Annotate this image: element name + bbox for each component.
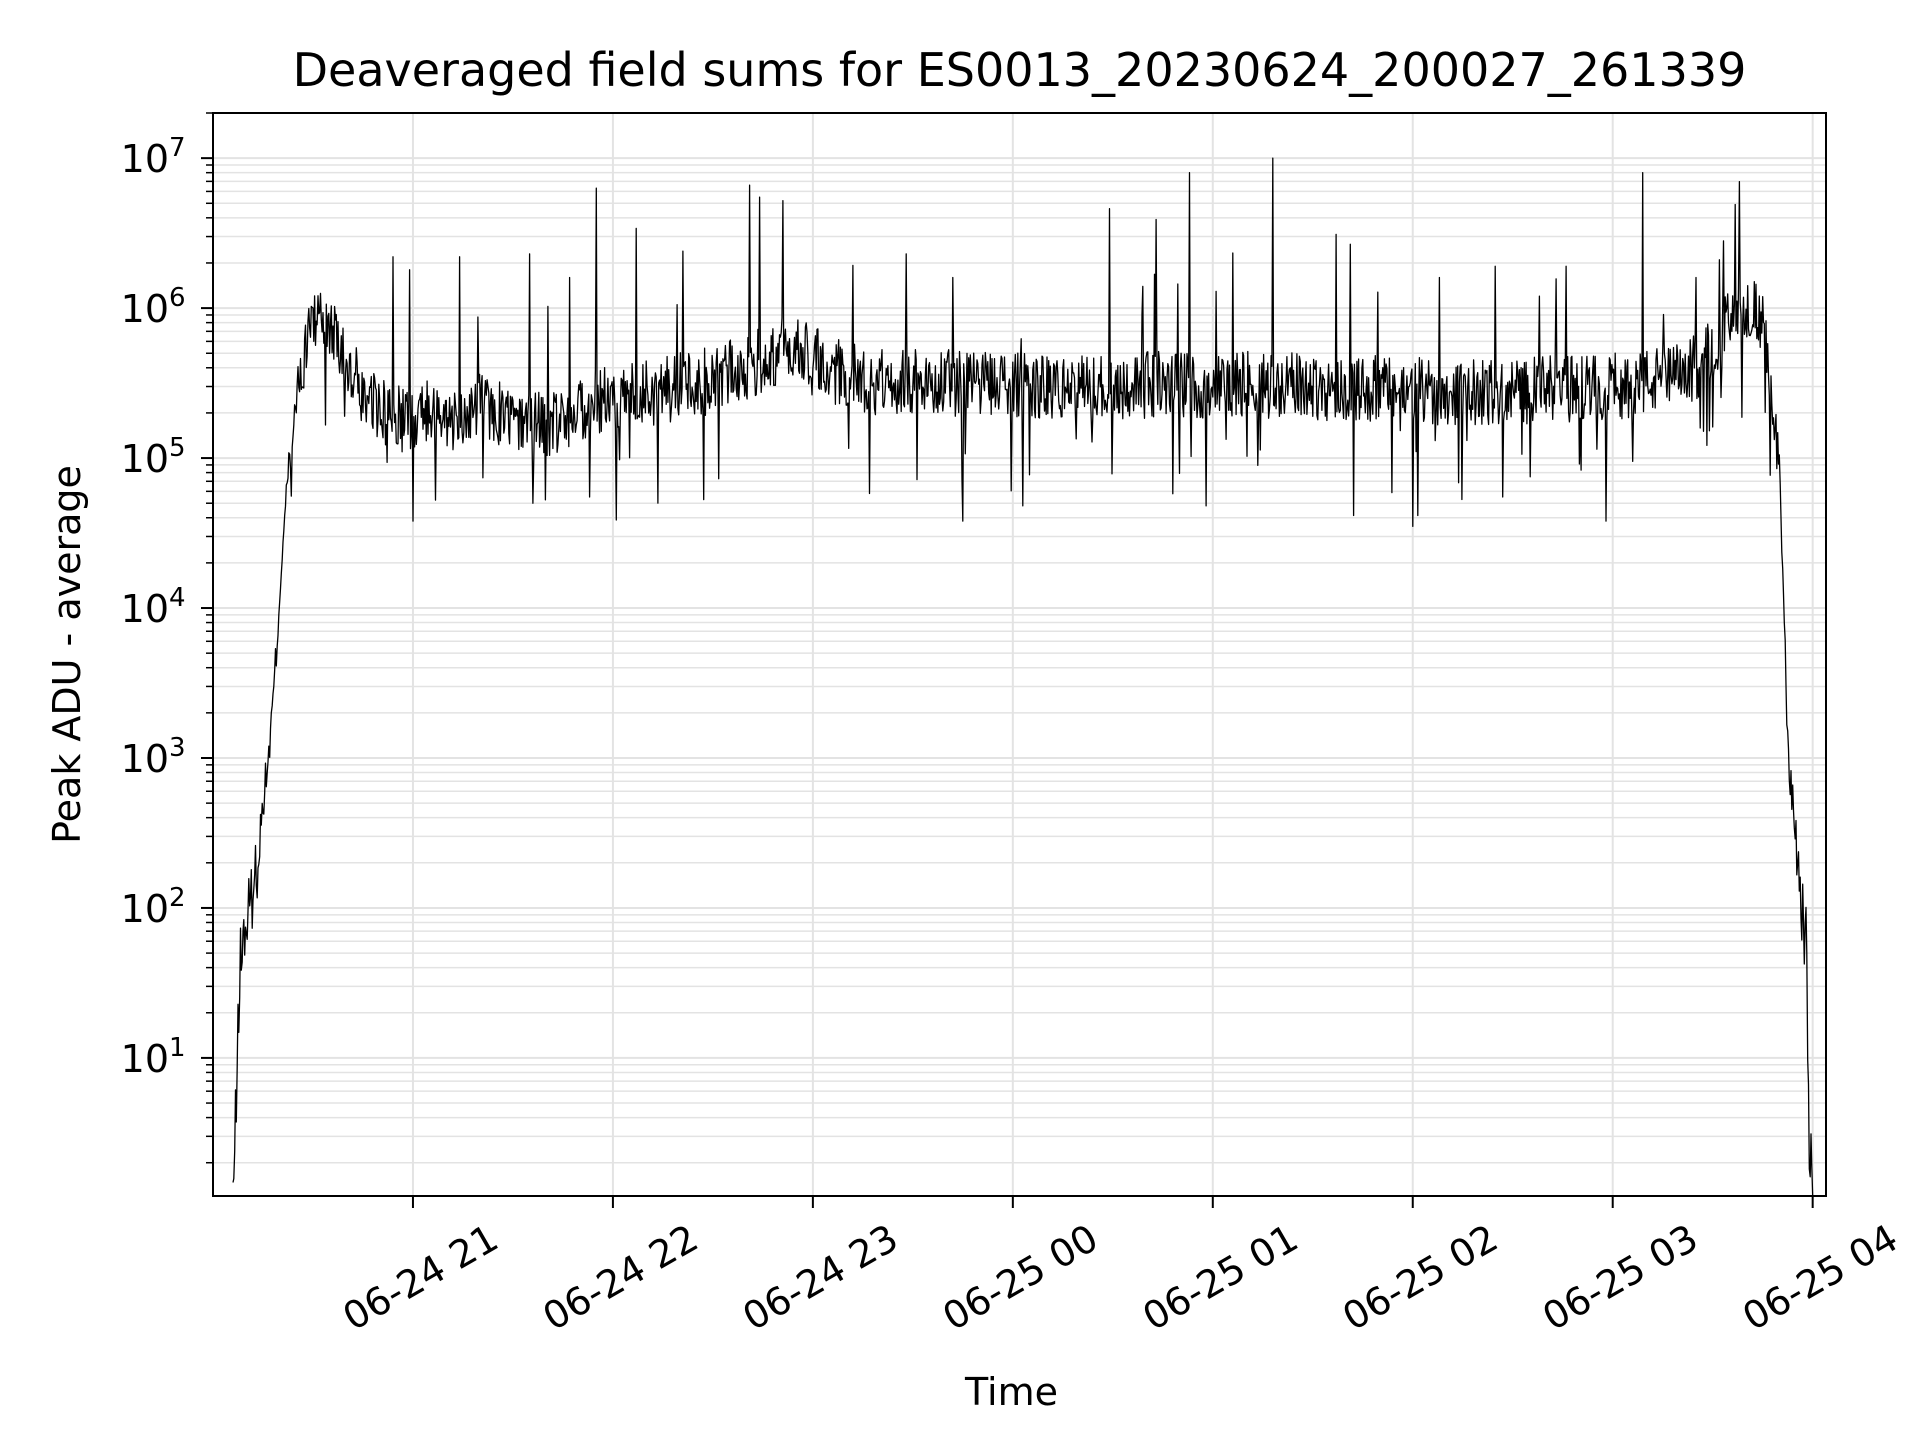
y-tick-label: 10 (121, 437, 169, 481)
y-tick-label: 10 (121, 137, 169, 181)
y-tick-exponent: 5 (169, 433, 186, 463)
y-tick-exponent: 1 (169, 1033, 186, 1063)
series-line (232, 157, 1814, 1197)
x-axis-label: Time (964, 1370, 1058, 1414)
plot-data-layer (232, 157, 1814, 1197)
y-tick-label: 10 (121, 887, 169, 931)
plot-frame (212, 112, 1827, 1197)
y-axis-label: Peak ADU - average (45, 465, 89, 844)
y-tick-label: 10 (121, 1037, 169, 1081)
grid (213, 112, 1826, 1196)
y-tick-label: 10 (121, 737, 169, 781)
y-tick-exponent: 3 (169, 733, 186, 763)
y-tick-label: 10 (121, 587, 169, 631)
y-tick-exponent: 7 (169, 133, 186, 163)
y-tick-exponent: 2 (169, 883, 186, 913)
y-tick-exponent: 6 (169, 283, 186, 313)
y-tick-exponent: 4 (169, 583, 186, 613)
chart-title: Deaveraged field sums for ES0013_2023062… (293, 43, 1747, 97)
y-tick-label: 10 (121, 287, 169, 331)
